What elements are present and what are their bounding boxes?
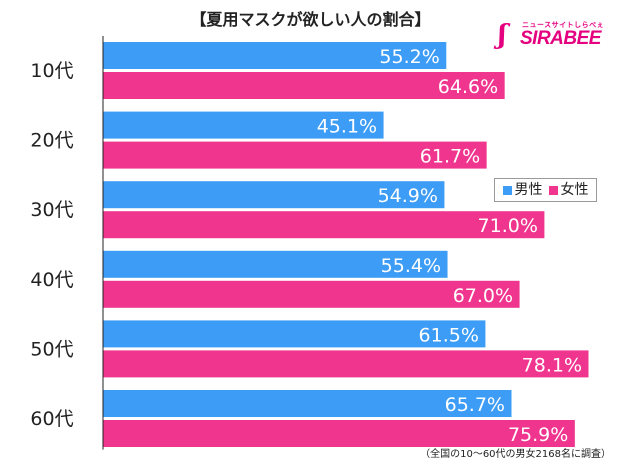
legend-label-male: 男性	[514, 182, 543, 198]
bar-male	[103, 250, 448, 278]
legend-label-female: 女性	[560, 182, 589, 198]
y-tick-label: 30代	[30, 199, 73, 221]
y-tick-label: 50代	[30, 338, 73, 360]
y-tick-label: 40代	[30, 269, 73, 291]
data-label-male: 55.4%	[381, 255, 441, 277]
bar-male	[103, 42, 447, 69]
bar-male	[103, 320, 486, 348]
data-label-male: 54.9%	[378, 185, 438, 207]
data-label-female: 78.1%	[522, 354, 582, 376]
data-label-female: 71.0%	[478, 215, 538, 237]
bar-male	[103, 111, 384, 139]
bar-female	[103, 211, 545, 239]
logo-mark-icon: ʃ	[498, 20, 507, 50]
bar-female	[103, 420, 575, 447]
legend-swatch-female	[548, 185, 558, 195]
data-label-female: 64.6%	[438, 76, 498, 98]
logo-wordmark: SIRABEE	[520, 28, 601, 49]
data-label-male: 45.1%	[317, 116, 377, 138]
chart-title: 【夏用マスクが欲しい人の割合】	[190, 10, 431, 29]
sirabee-logo: ʃ ニュースサイトしらべぇ SIRABEE	[498, 20, 614, 50]
data-label-female: 61.7%	[420, 146, 480, 168]
bar-female	[103, 280, 520, 308]
legend-swatch-male	[502, 185, 512, 195]
bar-male	[103, 390, 512, 417]
data-label-male: 55.2%	[379, 46, 439, 68]
logo-subtitle: ニュースサイトしらべぇ	[522, 21, 605, 29]
bar-female	[103, 350, 589, 378]
y-tick-label: 10代	[30, 60, 73, 82]
y-tick-label: 20代	[30, 130, 73, 152]
data-label-female: 67.0%	[453, 285, 513, 307]
data-label-male: 65.7%	[445, 394, 505, 416]
legend: 男性 女性	[494, 178, 597, 202]
footnote: （全国の10〜60代の男女2168名に調査）	[420, 449, 611, 460]
y-tick-label: 60代	[30, 408, 73, 430]
data-label-female: 75.9%	[508, 424, 568, 446]
bar-female	[103, 72, 505, 99]
bar-male	[103, 181, 445, 209]
data-label-male: 61.5%	[419, 324, 479, 346]
bar-female	[103, 141, 487, 169]
